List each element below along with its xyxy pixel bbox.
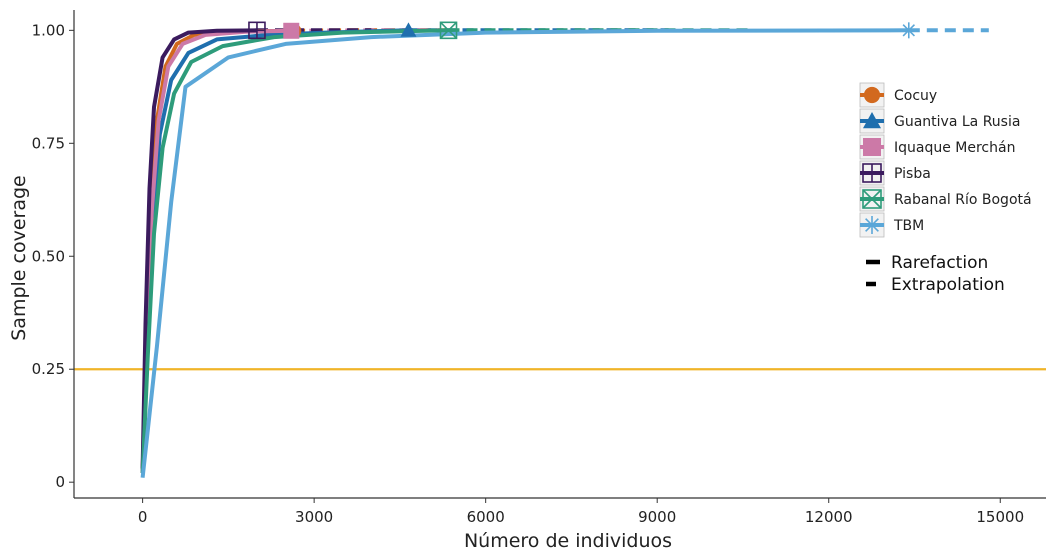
legend-key-marker [862,189,882,209]
legend-item-5: TBM [859,212,924,238]
legend-key-marker [863,216,881,234]
legend-item-4: Rabanal Río Bogotá [859,186,1032,212]
legend-label: TBM [893,218,924,234]
y-axis-title: Sample coverage [8,175,30,341]
legend-key-marker [863,138,881,156]
rarefaction-layer [140,28,909,478]
legend-key-marker [863,86,881,104]
series-2-observed-marker [283,22,300,39]
series-5-observed-marker [900,22,917,39]
x-tick-label: 0 [138,508,148,526]
line-type-label: Rarefaction [891,253,988,273]
series-3-rarefaction-line [140,28,258,469]
y-tick-label: 0.50 [32,247,65,265]
x-tick-label: 3000 [295,508,333,526]
series-4-observed-marker [439,21,458,40]
legend-label: Pisba [894,166,931,182]
legend-item-1: Guantiva La Rusia [859,108,1020,134]
legend-key-marker [863,112,881,129]
series-2-rarefaction-line [140,28,292,474]
line-type-item-0: Rarefaction [866,253,988,273]
legend-label: Cocuy [894,88,937,104]
x-axis-title: Número de individuos [464,530,672,552]
line-type-label: Extrapolation [891,275,1005,295]
x-tick-label: 15000 [976,508,1024,526]
legend-label: Rabanal Río Bogotá [894,192,1032,208]
series-4-rarefaction-line [140,28,449,474]
line-type-item-1: Extrapolation [866,275,1005,295]
x-tick-label: 9000 [638,508,676,526]
y-tick-label: 0.75 [32,134,65,152]
legend-key-marker [862,163,882,183]
y-tick-label: 0 [55,473,65,491]
series-5-rarefaction-line [140,28,909,478]
legend-item-3: Pisba [859,160,931,186]
legend-item-0: Cocuy [859,82,937,108]
legend-item-2: Iquaque Merchán [859,134,1015,160]
series-1-observed-marker [400,22,417,37]
y-tick-label: 1.00 [32,21,65,39]
series-3-observed-marker [248,21,266,40]
series-legend: Cocuy Guantiva La Rusia Iquaque Merchán Pis… [859,82,1032,238]
tick-layer: 0 3000 6000 9000 12000 15000 0 0.25 0.50 0.75 1.00 [32,21,1025,526]
legend-label: Guantiva La Rusia [894,114,1020,130]
x-tick-label: 12000 [805,508,853,526]
observed-markers-layer [248,21,917,40]
y-tick-label: 0.25 [32,360,65,378]
legend-label: Iquaque Merchán [894,140,1015,156]
axes-layer [73,10,1046,499]
x-tick-label: 6000 [467,508,505,526]
